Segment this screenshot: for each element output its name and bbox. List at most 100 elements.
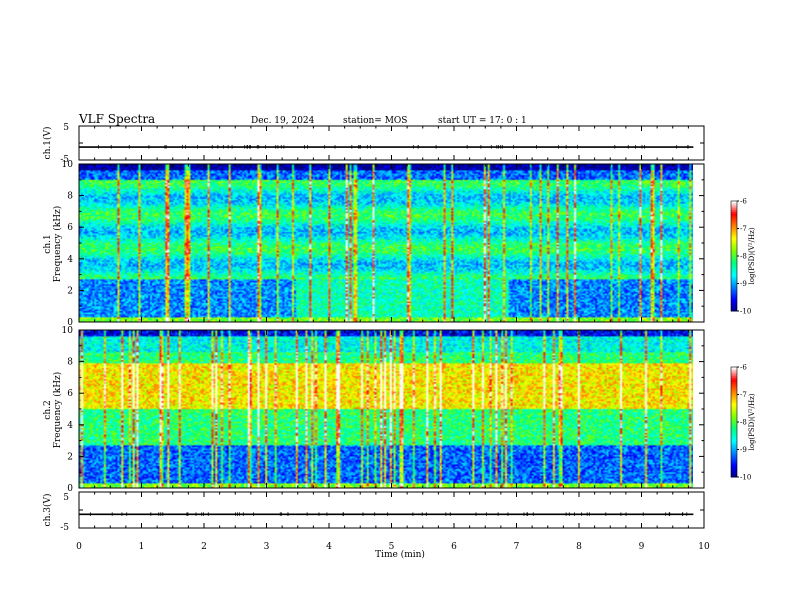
spectrogram-image-2 [79,330,693,488]
colorbar-swatch [731,294,737,297]
spectrogram-2-ticks: 0 2 4 6 8 10 [62,326,705,494]
colorbar-tick-label: -8 [740,419,747,427]
colorbar-swatch [731,289,737,292]
colorbar-swatch [731,447,737,450]
colorbar-swatch [731,248,737,251]
colorbar-swatch [731,422,737,425]
colorbar-swatch [731,300,737,303]
colorbar-swatch [731,370,737,373]
colorbar-swatch [731,376,737,379]
waveform-0-ticks [78,126,705,160]
colorbar-swatch [731,296,737,299]
colorbar-swatch [731,272,737,275]
figure-title: VLF Spectra [78,112,155,126]
colorbar-swatch [731,403,737,406]
colorbar-swatch [731,434,737,438]
colorbar-swatch [731,267,737,270]
colorbar-swatch [731,445,737,449]
colorbar-swatch [731,412,737,416]
colorbar-swatch [731,387,737,390]
colorbar-swatch [731,212,737,215]
colorbar-swatch [731,469,737,472]
colorbar-swatch [731,372,737,375]
colorbar-swatch [731,265,737,268]
colorbar-swatch [731,414,737,417]
colorbar-swatch [731,215,737,218]
colorbar-swatch [731,206,737,209]
colorbar-swatch [731,230,737,233]
colorbar-swatch [731,416,737,419]
colorbar-swatch [731,467,737,471]
colorbar-swatch [731,466,737,469]
y-tick-label: 6 [67,389,73,399]
waveform-3-ticks [78,492,705,528]
y-tick-label: 0 [67,484,73,494]
colorbar-swatch [731,303,737,306]
start-time-label: start UT = 17: 0 : 1 [438,116,527,126]
colorbar-swatch [731,287,737,290]
colorbar-swatch [731,202,737,206]
x-tick-label: 3 [264,542,270,552]
colorbar-label: log(PSD)(V²/Hz) [748,393,756,450]
ch3-waveform-ylabel: ch.3(V) [42,494,53,527]
colorbar-swatch [731,418,737,421]
colorbar-swatch [731,201,737,204]
colorbar-swatch [731,411,737,414]
colorbar-swatch [731,224,737,228]
colorbar-swatch [731,385,737,388]
y-tick-label: 10 [62,160,74,170]
y-tick-label: 10 [62,326,74,336]
colorbar-swatch [731,433,737,436]
colorbar-tick-label: -6 [740,364,747,372]
colorbar-swatch [731,305,737,308]
x-tick-label: 10 [698,542,710,552]
ch1-spectrogram-panel: ch.1 Frequency (kHz) [43,206,63,283]
colorbar-swatch [731,400,737,403]
colorbar-swatch [731,409,737,412]
colorbar-swatch [731,475,737,478]
colorbar-swatch [731,383,737,386]
waveform-0-frame [78,125,705,161]
colorbar-swatch [731,298,737,301]
colorbar-swatch [731,268,737,272]
ch3-wave-ytick-top: 5 [63,493,69,503]
colorbar-swatch [731,210,737,213]
colorbar-swatch [731,250,737,253]
colorbar-swatch [731,378,737,381]
colorbar-swatch [731,407,737,410]
colorbar-swatch [731,456,737,460]
x-tick-label: 4 [326,542,332,552]
x-tick-labels: 0 1 2 3 4 5 6 7 8 9 10 [76,542,710,552]
colorbar-swatch [731,427,737,430]
ch2-spectrogram-ylabel-channel: ch.2 [43,400,53,419]
colorbar-swatch [731,390,737,394]
colorbar-tick-label: -7 [740,391,747,399]
y-tick-label: 0 [67,318,73,328]
colorbar-swatch [731,309,737,312]
colorbar-swatch [731,462,737,465]
ch2-spectrogram-ylabel-freq: Frequency (kHz) [52,372,63,449]
colorbar-swatch [731,217,737,220]
colorbar-swatch [731,464,737,467]
colorbar-swatch [731,226,737,229]
colorbar-swatch [731,392,737,395]
colorbar-swatch [731,389,737,392]
colorbar-swatch [731,455,737,458]
spectrogram-image-1 [79,164,693,322]
ch1-wave-ytick-top: 5 [63,123,69,133]
spectrogram-1-ticks: 0 2 4 6 8 10 [62,160,705,328]
colorbar-swatch [731,368,737,372]
colorbar-swatch [731,232,737,235]
colorbar-swatch [731,442,737,445]
colorbar-swatch [731,438,737,441]
colorbar-swatch [731,259,737,262]
colorbar-swatch [731,453,737,456]
colorbar-tick-label: -9 [740,280,747,288]
ch3-waveform-panel: ch.3(V) 5 -5 [42,493,69,533]
colorbar-swatch [731,381,737,384]
ch1-wave-ytick-bottom: -5 [60,155,69,165]
waveform-3-frame [78,491,705,529]
colorbar-swatch [731,458,737,461]
colorbar-tick-label: -8 [740,253,747,261]
x-tick-label: 5 [389,542,395,552]
